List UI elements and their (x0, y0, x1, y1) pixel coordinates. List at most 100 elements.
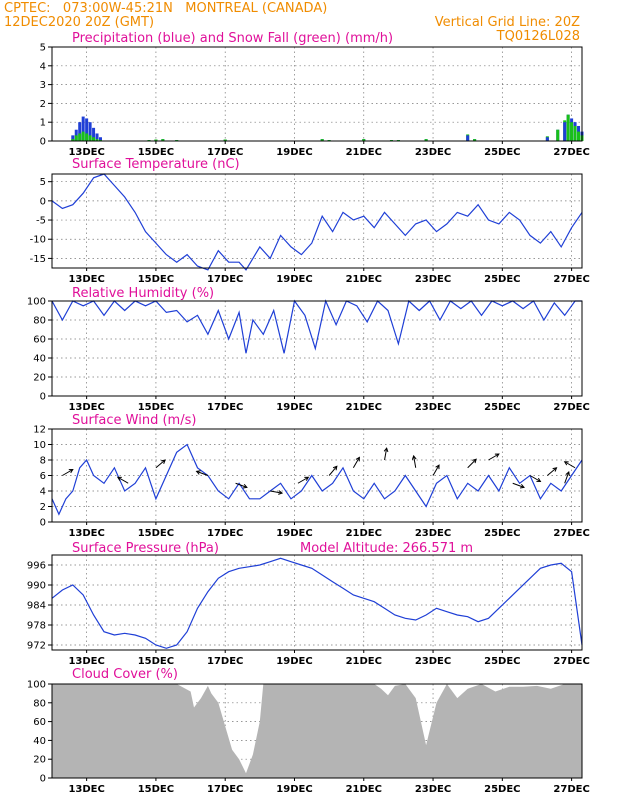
snow-bar (573, 125, 577, 141)
panel-2: 0 20 40 60 80 100 13DEC 15DEC 17DEC 19DEC 21DEC 23D… (27, 297, 590, 414)
ytick-label: 20 (33, 755, 46, 766)
snow-bar (424, 139, 428, 141)
ytick-label: 0 (40, 774, 46, 785)
xtick-label: 15DEC (138, 528, 174, 539)
wind-arrow-head (411, 454, 417, 460)
wind-arrow (529, 475, 541, 482)
ytick-label: 972 (27, 641, 46, 652)
panel-frame (51, 173, 583, 269)
wind-arrow-head (519, 484, 525, 489)
wind-arrow (384, 448, 388, 461)
xtick-label: 23DEC (415, 528, 451, 539)
wind-arrow-head (242, 484, 248, 489)
ytick-label: 1 (40, 118, 46, 129)
pressure-annotation: Model Altitude: 266.571 m (300, 541, 473, 556)
wind-arrow-head (68, 468, 74, 474)
xtick-label: 25DEC (484, 402, 520, 413)
ytick-label: 100 (27, 297, 46, 308)
wind-arrow-head (472, 458, 477, 464)
xtick-label: 15DEC (138, 147, 174, 158)
snow-bar (88, 135, 92, 141)
ytick-label: 3 (40, 80, 46, 91)
wind-arrow-head (552, 467, 558, 472)
precip-bar (95, 133, 99, 141)
precip-title: Precipitation (blue) and Snow Fall (gree… (72, 31, 393, 46)
ytick-label: 4 (40, 61, 46, 72)
xtick-label: 23DEC (415, 402, 451, 413)
xtick-label: 19DEC (276, 402, 312, 413)
snow-bar (223, 139, 227, 141)
xtick-label: 21DEC (346, 402, 382, 413)
precip-bar (98, 137, 102, 141)
wind-arrow (196, 470, 209, 476)
snow-bar (577, 131, 581, 141)
xtick-label: 21DEC (346, 528, 382, 539)
ytick-label: -15 (30, 254, 46, 265)
wind-arrow (235, 482, 248, 488)
ytick-label: 5 (40, 43, 46, 54)
ytick-label: 60 (33, 335, 46, 346)
ytick-label: 2 (40, 99, 46, 110)
snow-bar (81, 131, 85, 141)
ytick-label: 60 (33, 717, 46, 728)
humidity-title: Relative Humidity (%) (72, 286, 214, 301)
xtick-label: 25DEC (484, 147, 520, 158)
xtick-label: 27DEC (553, 274, 589, 285)
xtick-label: 27DEC (553, 147, 589, 158)
snow-bar (78, 133, 82, 141)
xtick-label: 25DEC (484, 528, 520, 539)
wind-arrow-head (563, 461, 569, 466)
xtick-label: 15DEC (138, 656, 174, 667)
precip-bar (71, 135, 75, 141)
panel-5: 0 20 40 60 80 100 13DEC 15DEC 17DEC 19DEC 21DEC 23D… (27, 680, 590, 796)
wind-arrow-head (565, 470, 570, 477)
snow-bar (320, 139, 324, 141)
xtick-label: 23DEC (415, 784, 451, 795)
wind-arrow (62, 469, 74, 476)
xtick-label: 17DEC (207, 656, 243, 667)
wind-arrow-head (116, 476, 122, 481)
temp-title: Surface Temperature (nC) (72, 157, 240, 172)
wind-arrow (328, 465, 338, 476)
precip-bar (78, 122, 82, 141)
xtick-label: 19DEC (276, 528, 312, 539)
ytick-label: 12 (33, 425, 46, 436)
series-line-1 (51, 173, 583, 271)
xtick-label: 21DEC (346, 784, 382, 795)
xtick-label: 25DEC (484, 784, 520, 795)
snow-bar (85, 133, 89, 141)
xtick-label: 19DEC (276, 274, 312, 285)
ytick-label: 0 (40, 196, 46, 207)
wind-arrow-head (383, 447, 389, 453)
xtick-label: 13DEC (68, 784, 104, 795)
xtick-label: 17DEC (207, 274, 243, 285)
wind-arrow-head (355, 456, 360, 462)
xtick-label: 23DEC (415, 147, 451, 158)
wind-arrow-head (304, 476, 310, 481)
wind-arrow (564, 471, 570, 484)
ytick-label: -5 (36, 216, 46, 227)
wind-arrow (432, 464, 440, 476)
cloud-cover-area (52, 684, 582, 778)
snow-bar (74, 135, 78, 141)
precip-bar (563, 122, 567, 141)
precip-bar (92, 127, 96, 141)
xtick-label: 15DEC (138, 402, 174, 413)
snow-bar (362, 139, 366, 141)
wind-arrow-head (494, 453, 500, 458)
header-grid-line: Vertical Grid Line: 20Z (435, 15, 580, 30)
series-line-3 (51, 443, 583, 516)
ytick-label: 978 (27, 621, 46, 632)
xtick-label: 23DEC (415, 656, 451, 667)
xtick-label: 19DEC (276, 147, 312, 158)
xtick-label: 15DEC (138, 274, 174, 285)
xtick-label: 21DEC (346, 274, 382, 285)
header-model: TQ0126L028 (496, 29, 580, 44)
snow-bar (95, 139, 99, 141)
wind-arrow (270, 490, 283, 494)
ytick-label: 0 (40, 392, 46, 403)
series-line-4 (51, 557, 583, 649)
cloud-title: Cloud Cover (%) (72, 667, 178, 682)
ytick-label: -10 (30, 235, 46, 246)
